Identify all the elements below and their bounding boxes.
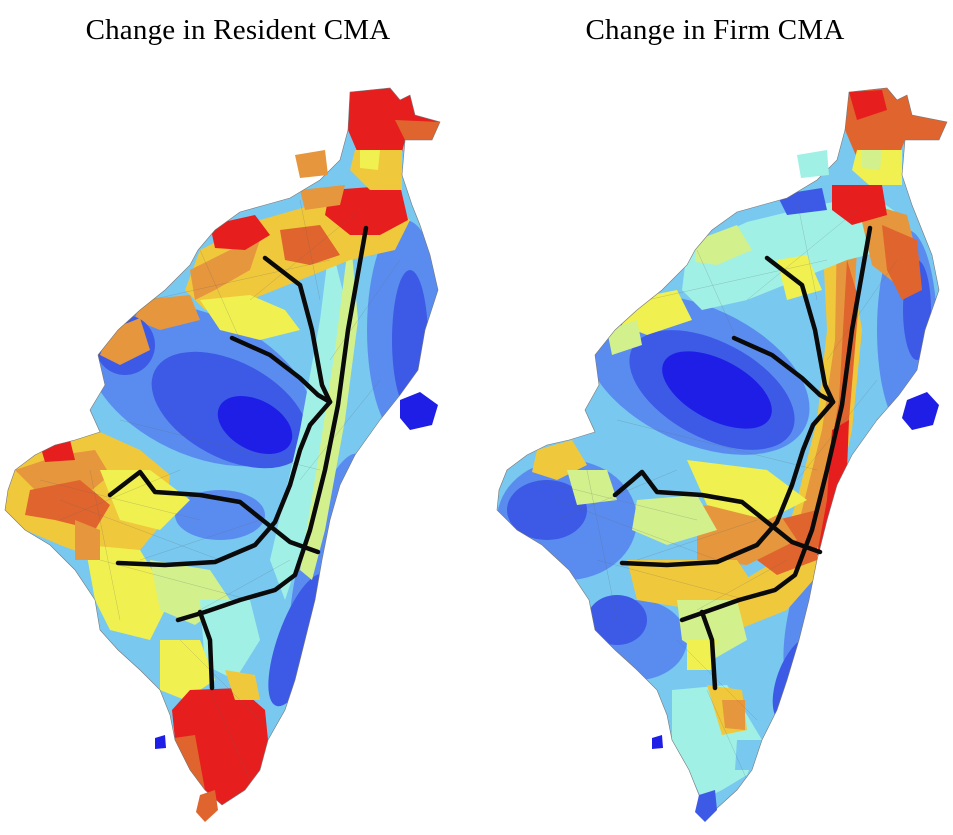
resident-transit-line-south — [197, 609, 215, 691]
resident-transit-line-southwest — [107, 469, 321, 555]
firm-transit-line-west — [619, 399, 836, 568]
resident-north-enclave-2 — [360, 150, 380, 170]
firm-transit-line-north-south — [679, 225, 873, 623]
resident-transit-network — [107, 225, 369, 691]
firm-transit-line-northwest — [731, 335, 836, 405]
firm-transit-line-north-branch — [764, 255, 836, 405]
firm-north-enclave-2 — [862, 150, 882, 170]
firm-transit-line-southwest — [612, 469, 823, 555]
resident-transit-line-north-branch — [262, 255, 333, 405]
resident-transit-line-northwest — [229, 335, 333, 405]
firm-north-enclave — [797, 150, 829, 178]
resident-sw-enclave — [155, 735, 166, 749]
resident-cma-panel: Change in Resident CMA — [0, 0, 476, 835]
firm-cma-choropleth — [497, 88, 947, 810]
resident-north-enclave — [295, 150, 328, 178]
firm-cma-title: Change in Firm CMA — [585, 14, 845, 46]
firm-transit-network — [612, 225, 873, 691]
firm-cma-map — [496, 87, 948, 822]
resident-transit-line-west — [115, 399, 333, 568]
resident-transit-line-north-south — [175, 225, 369, 623]
resident-cma-map — [4, 87, 441, 822]
firm-south-enclave — [695, 790, 717, 822]
firm-transit-line-south — [699, 609, 718, 691]
resident-south-enclave — [196, 790, 218, 822]
resident-cma-choropleth — [5, 88, 440, 805]
resident-east-enclave — [400, 392, 438, 430]
firm-cma-panel: Change in Firm CMA — [477, 0, 953, 835]
firm-east-enclave — [902, 392, 939, 430]
resident-cma-title: Change in Resident CMA — [85, 14, 391, 46]
firm-sw-enclave — [652, 735, 663, 749]
